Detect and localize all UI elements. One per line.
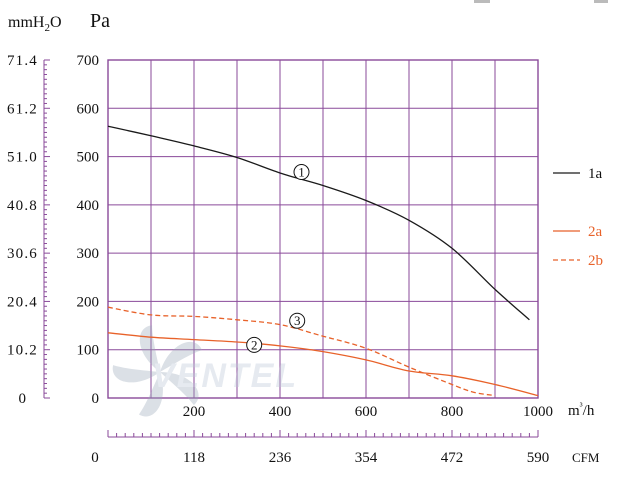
flow-alt-unit: CFM bbox=[572, 450, 600, 465]
alt-x-tick-label: 354 bbox=[355, 450, 378, 466]
series-layer: 1 2 3 bbox=[107, 125, 539, 397]
watermark-fan-blade bbox=[112, 365, 160, 383]
watermark-text: VENTEL bbox=[152, 357, 298, 395]
curve-marker-circle bbox=[246, 336, 263, 353]
alt-y-tick-label: 61.2 bbox=[7, 101, 38, 117]
x-tick-label: 600 bbox=[355, 404, 378, 420]
flow-unit: m³/h bbox=[568, 401, 595, 419]
y-tick-label: 500 bbox=[77, 150, 100, 166]
alt-y-tick-label: 0 bbox=[19, 391, 27, 407]
x-tick-label: 800 bbox=[441, 404, 464, 420]
grid bbox=[107, 59, 539, 399]
y-tick-label: 600 bbox=[77, 101, 100, 117]
y-tick-label: 100 bbox=[77, 343, 100, 359]
legend-label-2b: 2b bbox=[588, 253, 603, 269]
y-tick-label: 400 bbox=[77, 198, 100, 214]
alt-y-tick-label: 51.0 bbox=[7, 150, 38, 166]
watermark-fan-blade bbox=[160, 372, 199, 406]
cropped-top-glyph bbox=[594, 0, 608, 3]
pressure-alt-unit: mmH2O bbox=[8, 14, 62, 34]
alt-y-tick-label: 40.8 bbox=[7, 198, 38, 214]
alt-y-tick-label: 30.6 bbox=[7, 246, 38, 262]
alt-y-tick-label: 20.4 bbox=[7, 294, 38, 310]
x-tick-label: 200 bbox=[183, 404, 206, 420]
legend: 1a 2a 2b bbox=[553, 166, 603, 269]
y-tick-label: 700 bbox=[77, 53, 100, 69]
alt-x-tick-label: 118 bbox=[183, 450, 205, 466]
curve-marker-label: 1 bbox=[298, 165, 305, 180]
alt-y-tick-label: 71.4 bbox=[7, 53, 38, 69]
curve-marker-label: 2 bbox=[251, 337, 258, 352]
cropped-top-glyph bbox=[474, 0, 490, 3]
curve-marker-circle bbox=[289, 312, 306, 329]
y-tick-label: 0 bbox=[92, 391, 100, 407]
series-line-2b bbox=[107, 306, 496, 397]
curve-marker-label: 3 bbox=[294, 313, 301, 328]
alt-x-tick-label: 590 bbox=[527, 450, 550, 466]
legend-label-2a: 2a bbox=[588, 224, 603, 240]
alt-y-tick-label: 10.2 bbox=[7, 343, 38, 359]
pressure-unit: Pa bbox=[90, 10, 110, 32]
curve-marker-circle bbox=[293, 164, 310, 181]
alt-x-tick-label: 0 bbox=[91, 450, 99, 466]
x-tick-label: 1000 bbox=[523, 404, 553, 420]
watermark-fan-blade bbox=[138, 372, 163, 417]
legend-label-1a: 1a bbox=[588, 166, 603, 182]
watermark-fan-blade bbox=[160, 341, 202, 372]
y-tick-label: 300 bbox=[77, 246, 100, 262]
axes-layer: 0 100 200 300 400 500 600 700 0 10.2 20.4 30.6 40.8 5… bbox=[7, 0, 608, 466]
alt-x-tick-label: 472 bbox=[441, 450, 464, 466]
alt-x-tick-label: 236 bbox=[269, 450, 292, 466]
x-tick-label: 400 bbox=[269, 404, 292, 420]
y-tick-label: 200 bbox=[77, 294, 100, 310]
series-line-1a bbox=[107, 125, 530, 321]
series-line-2a bbox=[107, 332, 539, 397]
